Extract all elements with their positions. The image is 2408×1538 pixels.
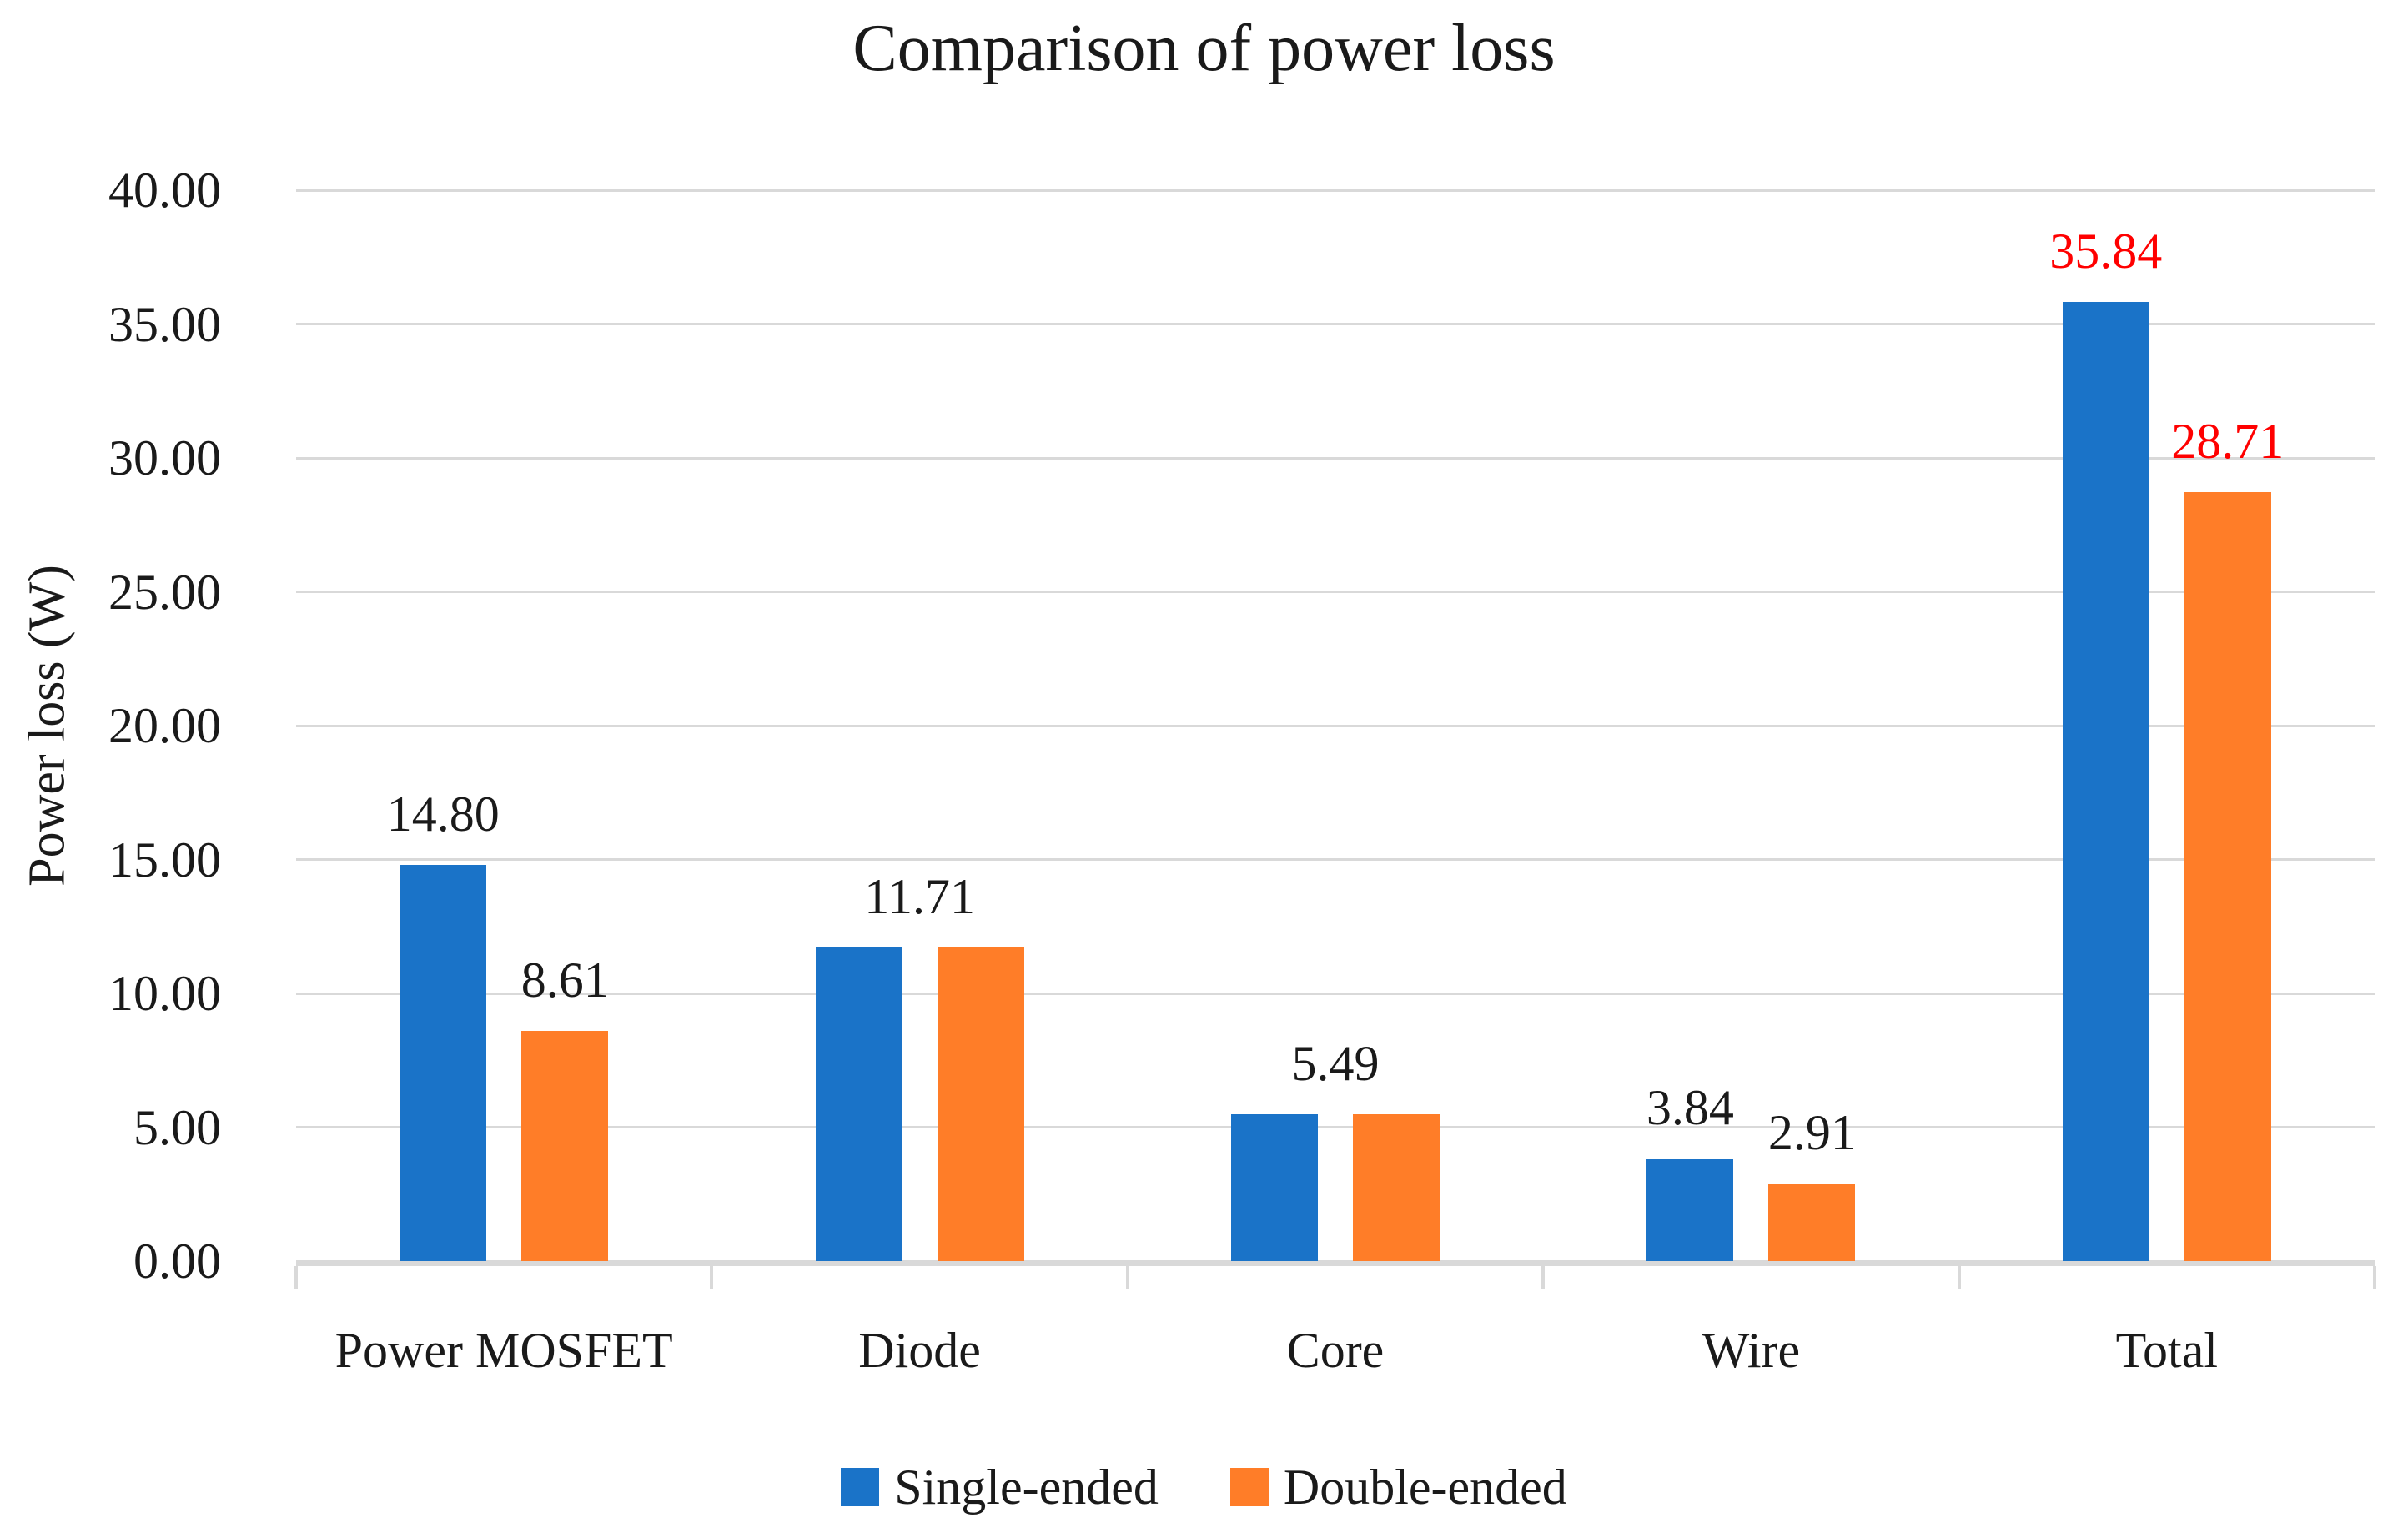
bar-single-ended-power-mosfet: [400, 864, 487, 1261]
y-tick-label: 5.00: [133, 1099, 221, 1155]
gridline: [296, 456, 2375, 460]
x-axis-tick: [710, 1266, 714, 1289]
x-axis-tick: [2373, 1266, 2376, 1289]
gridline: [296, 1126, 2375, 1128]
legend-swatch-double-ended: [1229, 1468, 1269, 1506]
gridline: [296, 724, 2375, 727]
y-tick-label: 30.00: [108, 430, 221, 485]
x-axis-line: [296, 1260, 2375, 1266]
legend-label-single-ended: Single-ended: [894, 1460, 1159, 1515]
bar-double-ended-diode: [937, 947, 1024, 1261]
x-axis-tick: [1541, 1266, 1546, 1289]
legend-item-single-ended: Single-ended: [841, 1456, 1159, 1518]
bar-double-ended-core: [1353, 1113, 1440, 1261]
x-category-label: Core: [1286, 1323, 1385, 1378]
data-label-3-84: 3.84: [1646, 1079, 1734, 1135]
y-tick-label: 25.00: [108, 564, 221, 620]
chart-title: Comparison of power loss: [852, 12, 1556, 85]
x-category-label: Diode: [858, 1323, 981, 1378]
bar-single-ended-wire: [1646, 1158, 1734, 1261]
legend-item-double-ended: Double-ended: [1229, 1456, 1567, 1518]
data-label-28-71: 28.71: [2171, 414, 2285, 470]
legend: Single-ended Double-ended: [0, 1450, 2408, 1525]
x-category-label: Power MOSFET: [334, 1323, 673, 1378]
legend-swatch-single-ended: [841, 1468, 880, 1506]
y-tick-label: 15.00: [108, 832, 221, 887]
y-tick-label: 40.00: [108, 163, 221, 218]
x-axis-tick: [294, 1266, 298, 1289]
x-axis-tick: [1125, 1266, 1129, 1289]
gridline: [296, 591, 2375, 593]
bar-double-ended-total: [2184, 492, 2271, 1261]
bar-single-ended-core: [1231, 1113, 1318, 1261]
legend-label-double-ended: Double-ended: [1283, 1460, 1567, 1515]
data-label-14-80: 14.80: [386, 786, 500, 842]
x-category-label: Total: [2115, 1323, 2218, 1378]
data-label-35-84: 35.84: [2049, 223, 2163, 279]
y-tick-label: 20.00: [108, 698, 221, 753]
y-tick-label: 35.00: [108, 296, 221, 352]
data-label-11-71: 11.71: [864, 869, 975, 925]
y-tick-label: 10.00: [108, 966, 221, 1021]
bar-single-ended-total: [2062, 301, 2149, 1261]
gridline: [296, 992, 2375, 995]
data-label-8-61: 8.61: [520, 952, 609, 1008]
gridline: [296, 188, 2375, 192]
bar-double-ended-power-mosfet: [521, 1030, 609, 1261]
bar-double-ended-wire: [1768, 1183, 1856, 1261]
gridline: [296, 323, 2375, 325]
x-category-label: Wire: [1702, 1323, 1801, 1378]
data-label-5-49: 5.49: [1291, 1035, 1380, 1091]
x-axis-tick: [1957, 1266, 1961, 1289]
bar-single-ended-diode: [815, 947, 902, 1261]
data-label-2-91: 2.91: [1767, 1104, 1856, 1160]
y-tick-label: 0.00: [133, 1234, 221, 1289]
gridline: [296, 858, 2375, 861]
